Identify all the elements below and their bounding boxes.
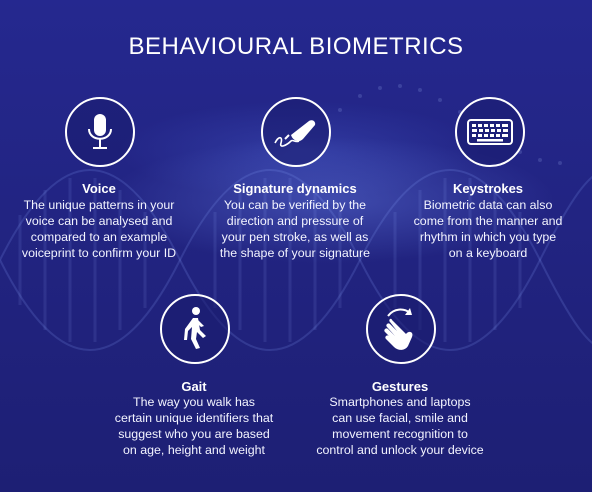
voice-line-1: The unique patterns in your [23, 198, 175, 212]
keystrokes-line-3: rhythm in which you type [419, 230, 557, 244]
gait-label: Gait [181, 379, 207, 394]
walking-person-icon [184, 307, 206, 349]
gestures-line-3: movement recognition to [332, 427, 468, 441]
keystrokes-line-4: on a keyboard [448, 246, 528, 260]
gestures-line-4: control and unlock your device [316, 443, 484, 457]
gait-line-2: certain unique identifiers that [114, 411, 274, 425]
gestures-label: Gestures [371, 379, 429, 394]
page-title: BEHAVIOURAL BIOMETRICS [128, 33, 464, 60]
voice-line-4: voiceprint to confirm your ID [21, 246, 177, 260]
voice-label: Voice [82, 181, 116, 196]
signature-description: You can be verified by the direction and… [206, 197, 384, 261]
voice-line-3: compared to an example [30, 230, 168, 244]
keystrokes-line-1: Biometric data can also [423, 198, 553, 212]
voice-description: The unique patterns in your voice can be… [10, 197, 188, 261]
gait-description: The way you walk has certain unique iden… [105, 394, 283, 458]
signature-icon [274, 120, 316, 147]
signature-label: Signature dynamics [233, 181, 357, 196]
microphone-icon [88, 114, 112, 149]
keystrokes-icon-circle [455, 97, 525, 167]
signature-icon-circle [261, 97, 331, 167]
gait-line-3: suggest who you are based [118, 427, 270, 441]
hand-gesture-icon [384, 308, 413, 350]
gestures-line-2: can use facial, smile and [332, 411, 468, 425]
gestures-line-1: Smartphones and laptops [329, 395, 471, 409]
signature-line-2: direction and pressure of [226, 214, 364, 228]
keystrokes-label: Keystrokes [452, 181, 524, 196]
keyboard-icon [467, 119, 513, 145]
signature-line-4: the shape of your signature [219, 246, 371, 260]
voice-icon-circle [65, 97, 135, 167]
keystrokes-description: Biometric data can also come from the ma… [402, 197, 574, 261]
gait-line-1: The way you walk has [133, 395, 255, 409]
gait-line-4: on age, height and weight [123, 443, 265, 457]
voice-line-2: voice can be analysed and [25, 214, 173, 228]
signature-line-1: You can be verified by the [223, 198, 367, 212]
gestures-icon-circle [366, 294, 436, 364]
gestures-description: Smartphones and laptops can use facial, … [310, 394, 490, 458]
keystrokes-line-2: come from the manner and [413, 214, 563, 228]
gait-icon-circle [160, 294, 230, 364]
signature-line-3: your pen stroke, as well as [221, 230, 369, 244]
